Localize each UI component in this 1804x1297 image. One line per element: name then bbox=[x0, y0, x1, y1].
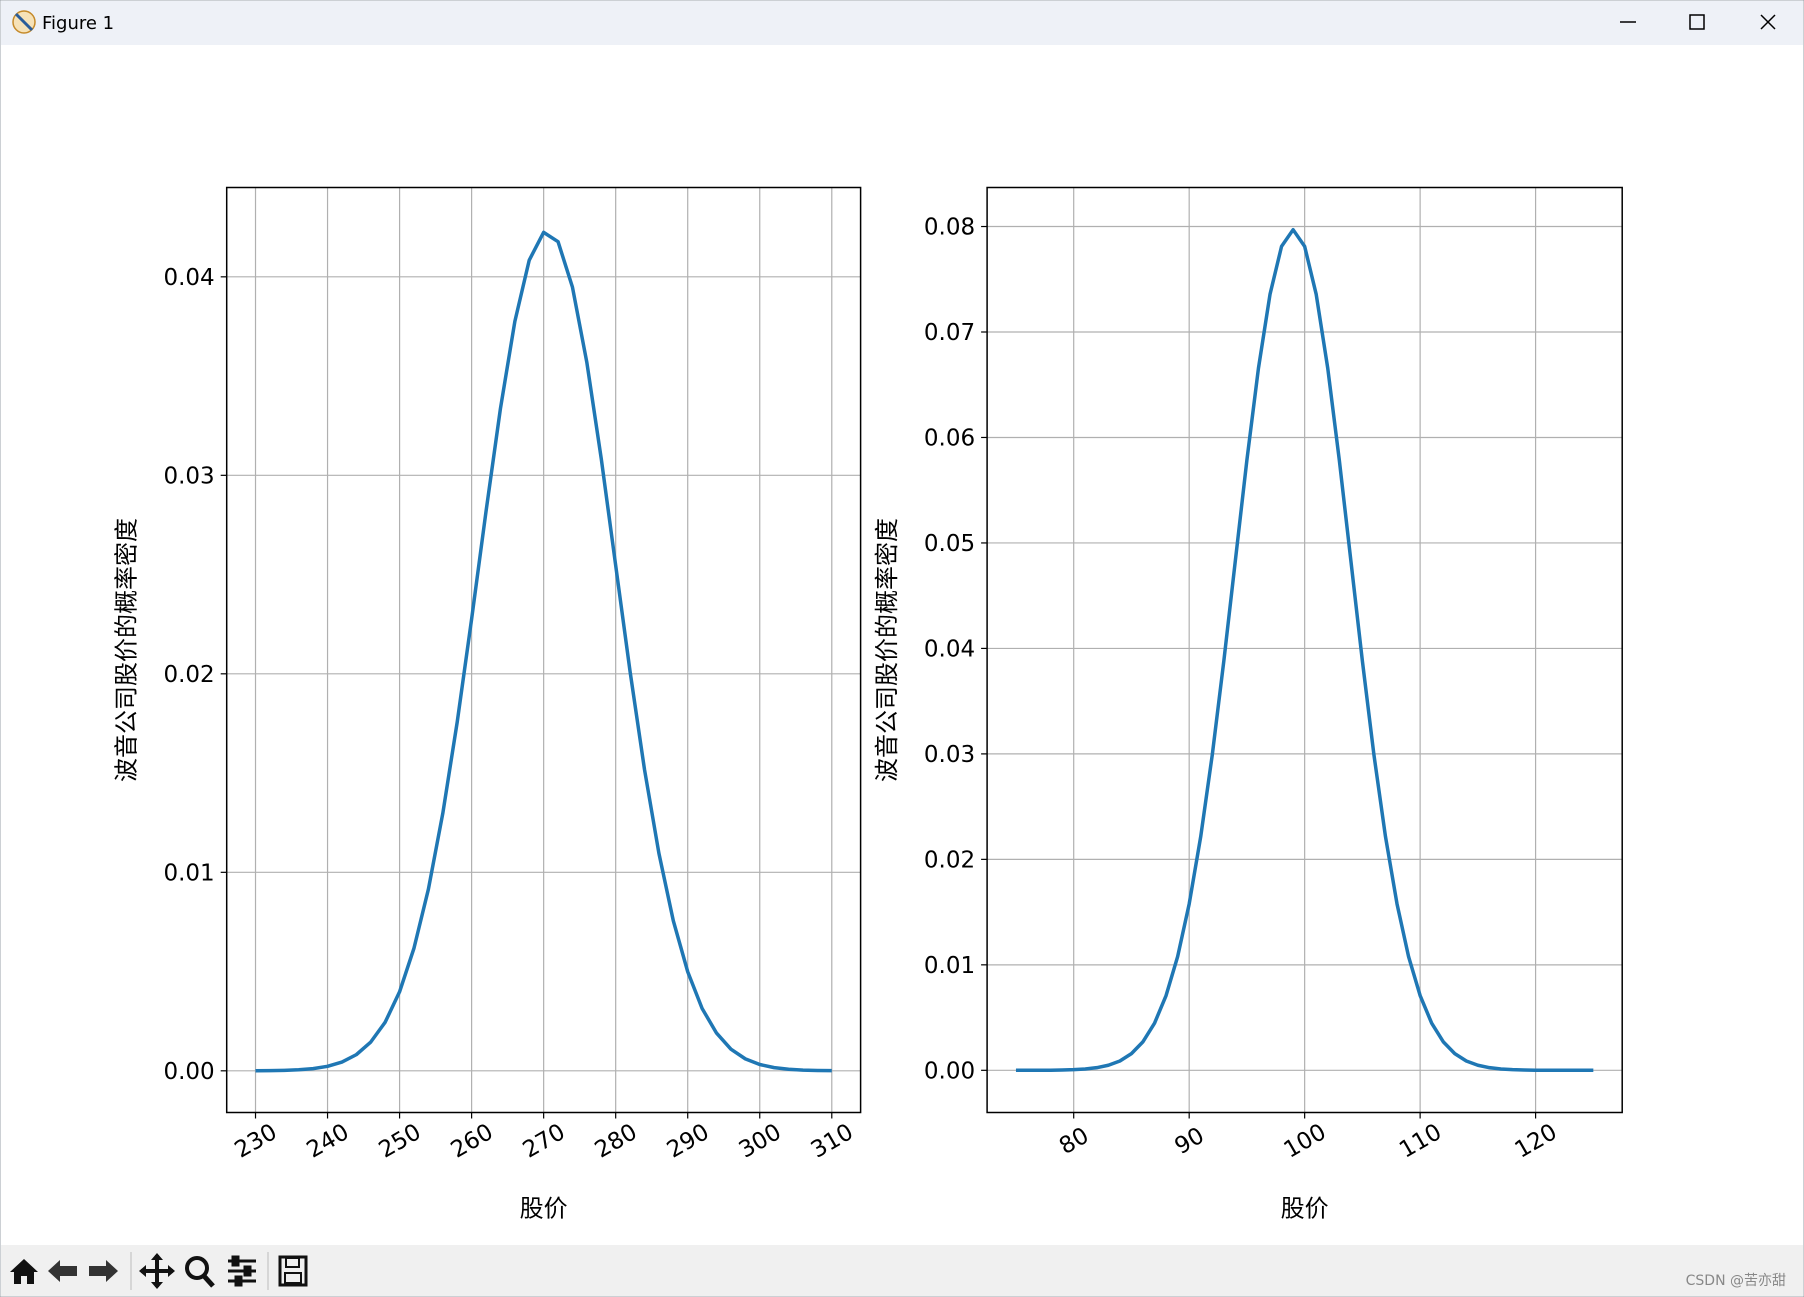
y-tick-label: 0.03 bbox=[924, 742, 975, 768]
title-bar bbox=[1, 1, 1803, 45]
toolbar bbox=[1, 1245, 1803, 1296]
y-tick-label: 0.03 bbox=[163, 463, 214, 489]
y-tick-label: 0.06 bbox=[924, 425, 975, 451]
y-tick-label: 0.00 bbox=[924, 1058, 975, 1084]
y-tick-label: 0.01 bbox=[163, 860, 214, 886]
window-title: Figure 1 bbox=[42, 13, 114, 34]
y-tick-label: 0.07 bbox=[924, 320, 975, 346]
y-tick-label: 0.01 bbox=[924, 953, 975, 979]
density-line bbox=[1015, 227, 1594, 1073]
forward-button[interactable] bbox=[89, 1260, 118, 1282]
zoom-button[interactable] bbox=[185, 1256, 215, 1288]
density-line bbox=[255, 230, 832, 1073]
maximize-button[interactable] bbox=[1689, 14, 1705, 30]
save-button[interactable] bbox=[278, 1255, 308, 1287]
y-tick-label: 0.02 bbox=[924, 847, 975, 873]
y-tick-label: 0.05 bbox=[924, 531, 975, 557]
y-tick-label: 0.02 bbox=[163, 662, 214, 688]
y-tick-label: 0.04 bbox=[924, 636, 975, 662]
y-axis-label: 波音公司股价的概率密度 bbox=[113, 518, 141, 782]
y-axis-label: 波音公司股价的概率密度 bbox=[873, 518, 901, 782]
pan-button[interactable] bbox=[139, 1253, 175, 1289]
x-axis-label: 股价 bbox=[1281, 1195, 1329, 1223]
configure-button[interactable] bbox=[228, 1255, 256, 1287]
home-button[interactable] bbox=[10, 1259, 38, 1284]
axes-frame bbox=[986, 186, 1623, 1114]
back-button[interactable] bbox=[48, 1260, 77, 1282]
axes-frame bbox=[225, 186, 862, 1114]
y-tick-label: 0.04 bbox=[163, 265, 214, 291]
app-icon bbox=[12, 10, 36, 34]
y-tick-label: 0.00 bbox=[163, 1059, 214, 1085]
watermark: CSDN @苦亦甜 bbox=[1686, 1273, 1786, 1289]
x-axis-label: 股价 bbox=[520, 1195, 568, 1223]
y-tick-label: 0.08 bbox=[924, 215, 975, 241]
close-button[interactable] bbox=[1760, 14, 1776, 30]
